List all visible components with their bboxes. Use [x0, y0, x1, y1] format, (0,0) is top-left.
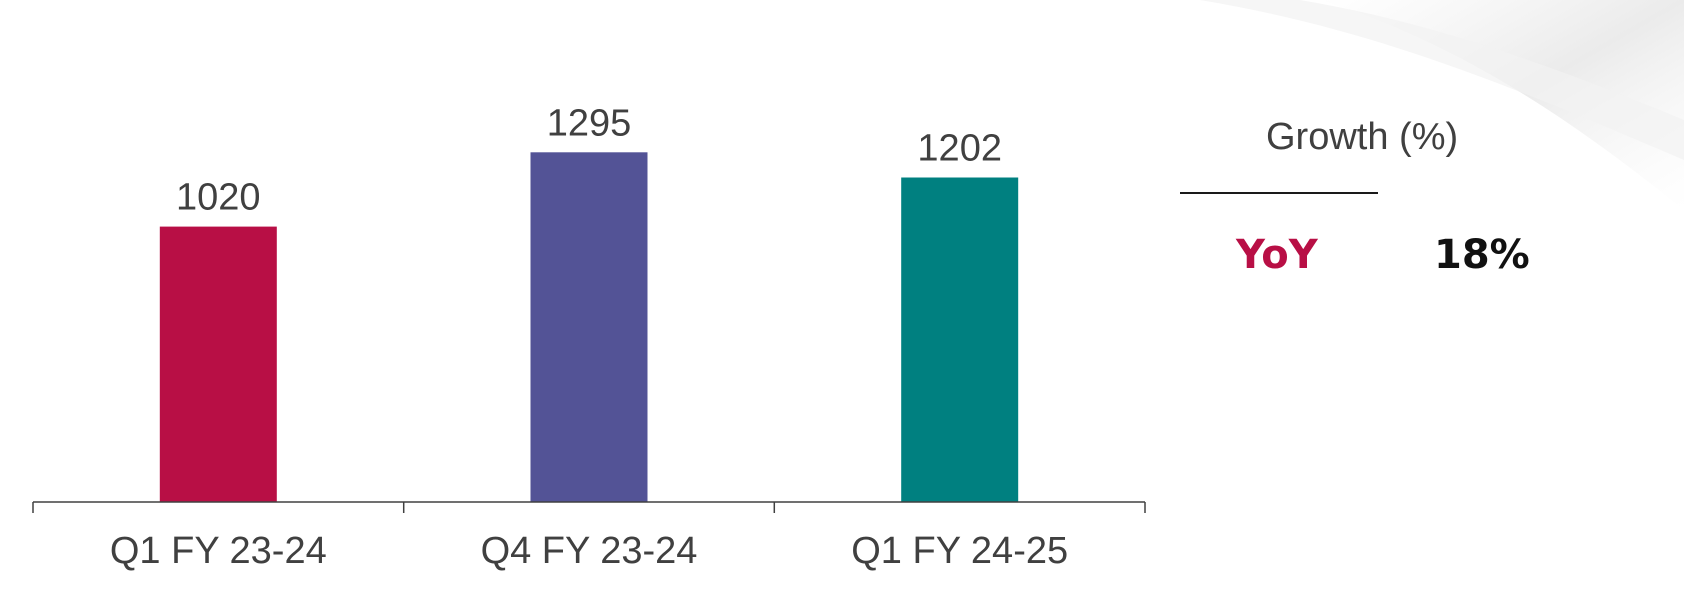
- bars-layer: [159, 152, 1019, 503]
- x-axis: Q1 FY 23-24 Q4 FY 23-24 Q1 FY 24-25: [32, 501, 1146, 572]
- x-tick-label-2: Q4 FY 23-24: [481, 530, 698, 572]
- x-tick-label-1: Q1 FY 23-24: [110, 530, 327, 572]
- bar-2: [530, 152, 648, 503]
- data-label-1: 1020: [176, 177, 261, 219]
- bar-1: [159, 226, 277, 502]
- data-labels-layer: 1020 1295 1202: [176, 102, 1002, 218]
- data-label-3: 1202: [917, 128, 1002, 170]
- bar-3: [901, 177, 1019, 502]
- growth-row-value: 18%: [1434, 232, 1530, 278]
- growth-divider: [1180, 192, 1378, 194]
- growth-panel: Growth (%) YoY 18%: [1180, 112, 1660, 312]
- growth-title: Growth (%): [1266, 116, 1459, 158]
- data-label-2: 1295: [547, 102, 632, 144]
- x-tick-label-3: Q1 FY 24-25: [851, 530, 1068, 572]
- growth-row-label: YoY: [1236, 232, 1318, 278]
